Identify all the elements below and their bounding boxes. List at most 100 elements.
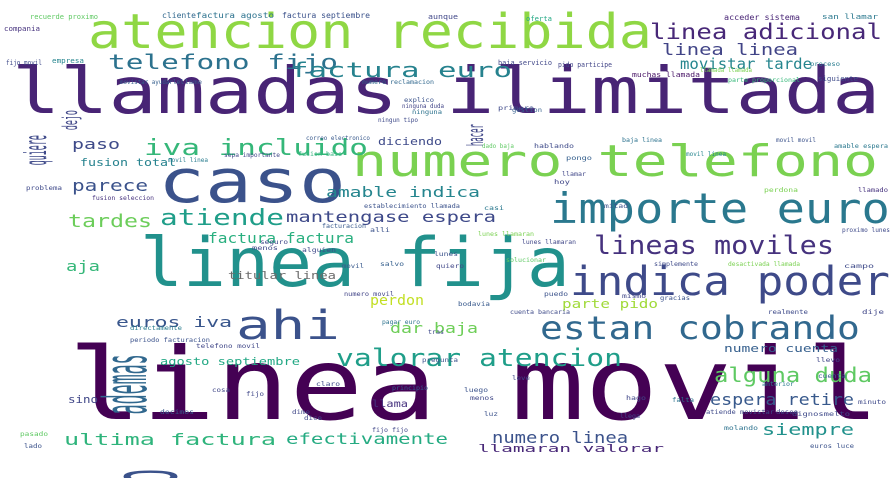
word-dejo: dejo [58,110,82,131]
word-ultima-factura: ultima factura [64,430,276,449]
word-lunes-llamaran: lunes llamaran [522,239,577,246]
word-fijo: fijo [246,391,264,398]
word-linea-fija: linea fija [140,224,570,303]
word-problema: problema [26,185,62,192]
word-molando: molando [724,425,758,432]
word-movistar-tarde: movistar tarde [680,55,813,73]
word-quiero: quiero [436,263,464,270]
word-numero-movil: numero movil [344,291,394,298]
word-dar-baja: dar baja [390,321,479,337]
word-tardes: tardes [68,211,153,232]
word-movil-linea: movil linea [686,151,726,158]
word-directamente: directamente [130,325,182,332]
word-movil-linea: movil linea [168,157,208,164]
word-hago: hago [626,395,647,402]
word-primero: primero [498,105,534,112]
word-llevo: llevo [816,357,841,364]
word-simplemente: simplemente [654,261,699,268]
word-lunes-llamaran: lunes llamaran [478,231,534,238]
word-bodavia: bodavia [458,301,491,308]
word-dado-baja: dado baja [482,143,514,150]
word-san-llamar: san llamar [822,13,878,21]
word-importe-euro: importe euro [550,184,890,233]
word-fusion-seleccion: fusion seleccion [92,195,155,202]
word-pregunta: pregunta [422,357,458,364]
word-espera-retire: espera retire [710,390,855,409]
word-lineas-moviles: lineas moviles [594,231,834,261]
word-hacer: hacer [464,124,489,147]
word-efectivamente: efectivamente [286,430,449,448]
word-solucionar: solucionar [506,257,546,264]
word-lado: lado [24,443,42,450]
word-llama: llama [372,399,409,410]
word-empresa: empresa [52,57,84,65]
word-facturacion: facturacion [322,223,367,230]
word-numero-reclamacion: numero reclamacion [362,79,434,86]
word-casi: casi [484,205,505,212]
word-factura-euro: factura euro [290,58,512,82]
word-fusion-total: fusion total [80,156,177,169]
word-llamada-llamada: llamada llamada [700,67,753,74]
word-llame: llame [180,79,203,86]
word-caso: caso [158,147,346,217]
word-alguien: alguien [302,247,336,254]
word-principio: principio [392,385,428,392]
word-correo-electronico: correo electronico [306,135,370,142]
word-oferta: oferta [526,15,553,23]
word-movil: movil [342,263,365,270]
word-ninguna-duda: ninguna duda [402,103,445,110]
word-realmente: realmente [768,309,808,316]
word-puedo: puedo [544,291,569,298]
word-minuto: minuto [858,399,886,406]
word-paso: paso [72,137,121,153]
word-pongo: pongo [566,155,592,162]
word-quiere: quiere [19,135,54,166]
word-perdona: perdona [764,187,798,194]
word-titular-linea: titular linea [228,269,336,282]
word-hoy: hoy [554,179,571,186]
word-decimos: decimos [160,409,194,416]
word-llamar: llamar [562,171,587,178]
word-desactivada-llamada: desactivada llamada [728,261,801,268]
word-factura-factura: factura factura [208,231,355,247]
word-aunque: aunque [428,13,459,21]
word-baja-linea: baja linea [622,137,662,144]
word-perdon: perdon [370,293,425,309]
word-luz: luz [484,411,498,418]
word-movistar-ayudarle: movistar ayudarle [120,79,181,86]
word-parte-proporcional: parte proporcional [728,77,800,84]
word-proximo-lunes: proximo lunes [842,227,891,234]
word-deseo: deseo [776,409,799,416]
word-acceder-sistema: acceder sistema [724,13,801,22]
word-periodo-facturacion: periodo facturacion [130,337,210,344]
word-linea-adicional: linea adicional [650,20,882,44]
word-gracias: gracias [660,295,691,302]
word-pido-participe: pido participe [558,61,612,69]
word-pasado: pasado [20,431,48,438]
word-siempre: siempre [762,420,854,439]
word-euros-luce: euros luce [810,443,855,450]
word-factura-septiembre: factura septiembre [282,11,371,20]
word-llamado: llamado [858,187,889,194]
word-muchas-llamada: muchas llamada [632,71,700,79]
word-sino: sino [68,393,98,406]
word-salvo: salvo [380,261,405,268]
word-amable-indica: amable indica [326,185,480,201]
word-indica-poder: indica poder [570,259,890,305]
word-mismo: mismo [622,293,647,300]
word-pagar-euro: pagar euro [382,319,421,326]
word-atiende: atiende [160,206,284,231]
word-mantengase-espera: mantengase espera [286,208,497,226]
word-cuenta: cuenta [818,373,846,380]
word-fusion-base: fusion base [298,151,343,158]
word-numero-telefono: numero telefono [352,136,879,187]
word-fijo-movil: fijo movil [6,59,43,67]
word-parece: parece [72,176,149,195]
word-establecimiento-llamada: establecimiento llamada [364,203,460,210]
word-siguiente: siguiente [818,75,858,83]
word-atencion-recibida: atencion recibida [88,4,652,60]
word-agosto-septiembre: agosto septiembre [160,355,300,368]
word-telefono-movil: telefono movil [196,343,260,350]
word-claro: claro [316,381,341,388]
